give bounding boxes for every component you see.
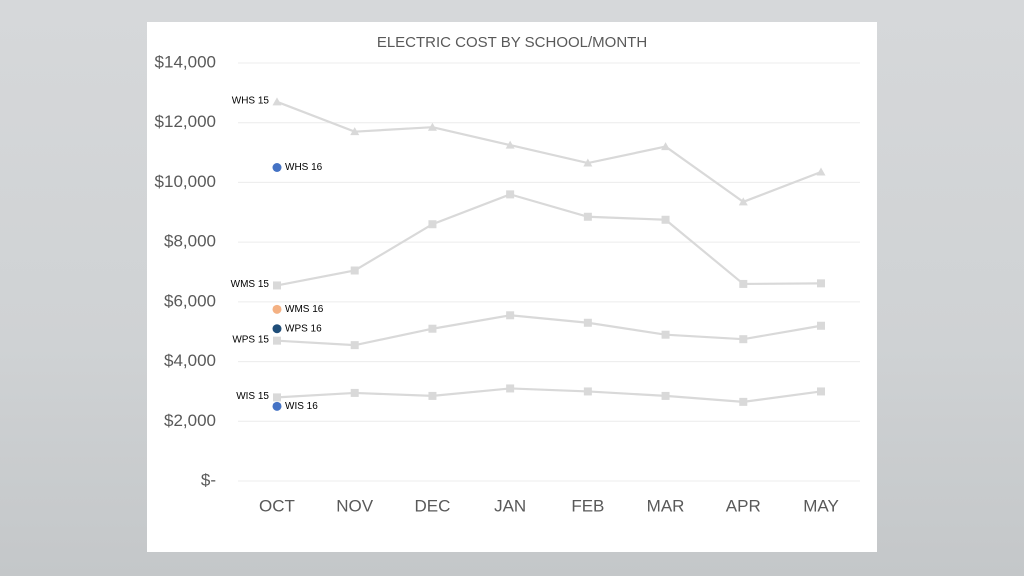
marker — [272, 97, 282, 106]
marker — [817, 321, 825, 330]
y-tick-label: $8,000 — [164, 232, 216, 251]
series-label: WMS 15 — [231, 279, 270, 290]
series-label: WIS 16 — [285, 401, 318, 412]
marker — [583, 212, 592, 221]
series-label: WPS 16 — [285, 323, 322, 334]
marker — [583, 318, 592, 327]
series-line — [276, 100, 822, 204]
marker — [661, 391, 670, 400]
series-label: WHS 15 — [232, 95, 270, 106]
marker — [506, 311, 515, 320]
chart-title: ELECTRIC COST BY SCHOOL/MONTH — [377, 34, 647, 51]
y-tick-label: $6,000 — [164, 291, 216, 310]
marker — [350, 127, 360, 136]
y-tick-label: $14,000 — [155, 52, 216, 71]
x-tick-label: FEB — [571, 496, 604, 515]
series-label: WPS 15 — [232, 334, 269, 345]
marker — [427, 122, 437, 131]
x-tick-label: MAR — [647, 496, 685, 515]
marker — [272, 304, 282, 314]
chart-area — [147, 22, 877, 552]
y-tick-label: $4,000 — [164, 351, 216, 370]
marker — [273, 336, 281, 345]
series-line — [276, 387, 822, 403]
marker — [738, 197, 748, 206]
marker — [739, 335, 748, 344]
marker — [273, 281, 281, 290]
marker — [350, 388, 359, 397]
series-label: WHS 16 — [285, 162, 323, 173]
marker — [428, 391, 437, 400]
x-tick-label: OCT — [259, 496, 295, 515]
marker — [506, 190, 515, 199]
marker — [583, 158, 593, 167]
marker — [739, 279, 748, 288]
y-tick-label: $- — [201, 470, 216, 489]
marker — [739, 397, 748, 406]
y-tick-label: $2,000 — [164, 411, 216, 430]
marker — [273, 393, 281, 402]
x-tick-label: NOV — [336, 496, 374, 515]
y-tick-label: $10,000 — [155, 172, 216, 191]
series-line — [276, 193, 822, 287]
marker — [506, 384, 515, 393]
marker — [350, 341, 359, 350]
x-tick-label: MAY — [803, 496, 839, 515]
marker — [661, 142, 671, 151]
marker — [428, 324, 437, 333]
marker — [661, 215, 670, 224]
marker — [661, 330, 670, 339]
series-label: WIS 15 — [236, 391, 269, 402]
marker — [817, 387, 825, 396]
x-tick-label: APR — [726, 496, 761, 515]
y-tick-label: $12,000 — [155, 112, 216, 131]
marker — [272, 163, 282, 172]
marker — [817, 279, 825, 288]
marker — [583, 387, 592, 396]
marker — [272, 401, 282, 411]
series-label: WMS 16 — [285, 304, 324, 315]
marker — [816, 167, 826, 176]
marker — [350, 266, 359, 275]
x-tick-label: DEC — [414, 496, 450, 515]
series-line — [276, 314, 822, 347]
x-tick-label: JAN — [494, 496, 526, 515]
marker — [272, 324, 282, 334]
marker — [505, 140, 515, 149]
marker — [428, 220, 437, 229]
